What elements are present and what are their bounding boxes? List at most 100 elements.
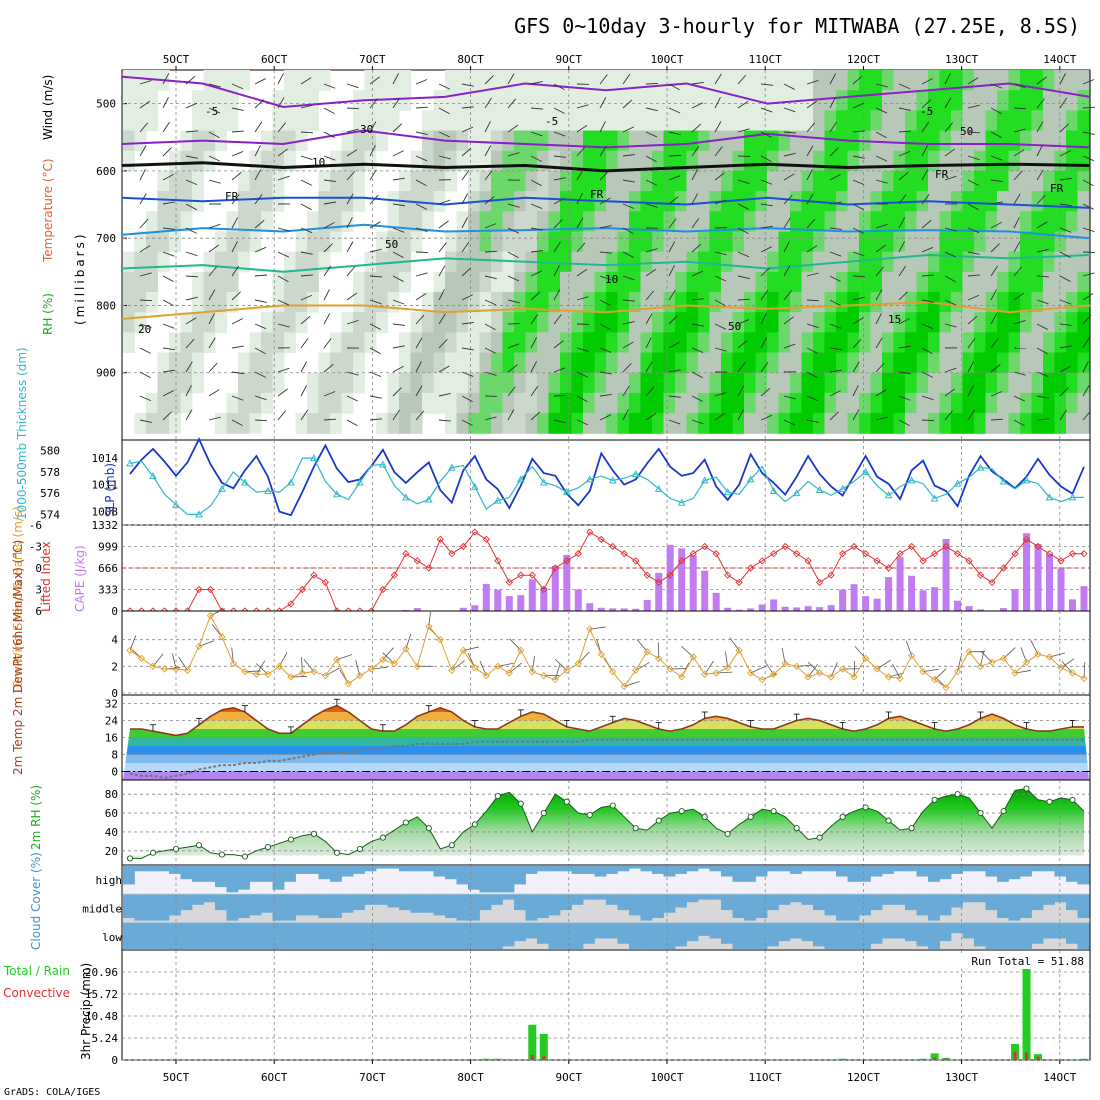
cloud-cover-bar [249,894,262,916]
wind-speed-point [241,668,249,676]
rh-shading [939,312,952,333]
rh-shading [1066,211,1078,232]
wind-barb [392,299,405,305]
thickness-point [195,510,203,518]
rh-shading [709,251,722,273]
rh-shading [1077,312,1090,333]
rh-shading [801,413,814,434]
rh-shading [203,150,216,172]
rh-shading [1077,150,1090,172]
rh-shading [525,211,538,232]
cloud-cover-bar [583,866,595,874]
wind-barb [415,314,425,325]
wind-barb [461,347,474,351]
rh-shading [951,211,963,232]
wind-barb [438,83,451,90]
wind-barb [806,323,819,329]
rh-shading [790,211,802,232]
wind-barb [139,122,149,133]
contour-label: FR [590,188,604,201]
rh-shading [629,70,641,91]
wind-barb [760,313,767,325]
wind-barb [415,385,423,397]
wind-barb [277,227,290,232]
wind-barb [921,78,933,85]
wind-barb [323,338,332,349]
rh-shading [974,392,986,414]
rh-shading [951,312,963,333]
wind-barb [622,227,634,235]
cloud-cover-bar [583,894,595,900]
wind-barb [875,131,887,139]
rh-shading [192,150,204,172]
rh-shading [997,292,1009,313]
cloud-cover-bar [284,866,296,882]
rh-shading [422,372,434,394]
rh-shading [721,90,733,111]
wind-barb [829,73,837,85]
rh-shading [916,392,929,414]
cloud-cover-bar [1031,894,1044,911]
rh-shading [824,332,837,354]
pressure-tick-label: 800 [96,299,116,312]
cape-bar [1034,543,1042,611]
wind-barb [415,251,429,254]
rh-shading [1043,70,1055,91]
rh-shading [1054,312,1067,333]
rh-shading [755,90,768,111]
wind-speed-point [367,665,376,673]
wind-barb [530,250,543,253]
wind-barb [208,244,220,253]
wind-barb [645,155,657,163]
wind-speed-point [838,665,847,673]
rh-shading [813,332,825,354]
rh-shading [617,332,630,354]
cape-bar [885,577,893,611]
rh-shading [606,90,618,111]
rh-shading [502,332,515,354]
rh-shading [847,372,860,394]
wind-barb [852,385,859,397]
wind-barb [162,390,174,397]
li-point [379,585,387,594]
wind-barb [484,97,492,109]
rh-shading [146,231,158,253]
rh-shading [146,70,158,91]
wind-barb [1059,150,1071,157]
wind-barb [438,289,445,301]
wind-barb [1060,658,1075,668]
wind-barb [829,227,842,230]
rh-shading [548,392,561,414]
cloud-cover-bar [399,922,411,949]
rh-shading [870,332,883,354]
wind-barb [277,175,290,181]
rh-point [195,842,203,849]
rh-shading [767,70,779,91]
rh-shading [686,372,699,394]
rh-shading [652,271,664,293]
wind-barb [875,389,887,397]
li-point [781,542,789,551]
cloud-cover-bar [824,922,837,949]
rh-shading [790,231,802,253]
rh-shading [663,90,676,111]
wind-barb [185,203,197,211]
cloud-cover-bar [456,922,469,949]
rh-shading [962,110,975,132]
temp-tick-label: 16 [105,732,118,745]
cloud-cover-bar [606,922,618,939]
cape-bar [655,572,663,611]
rh-shading [594,231,607,253]
cape-bar [747,608,755,611]
li-point [861,550,870,558]
x-tick-label-bottom: 5OCT [163,1071,190,1084]
rh-shading [410,170,423,192]
rh-shading [606,110,618,132]
rh-shading [295,271,308,293]
wind-barb [990,155,1003,161]
rh-shading [824,170,837,192]
wind-barb [323,201,336,205]
rh-shading [675,110,687,132]
rh-shading [640,211,653,232]
